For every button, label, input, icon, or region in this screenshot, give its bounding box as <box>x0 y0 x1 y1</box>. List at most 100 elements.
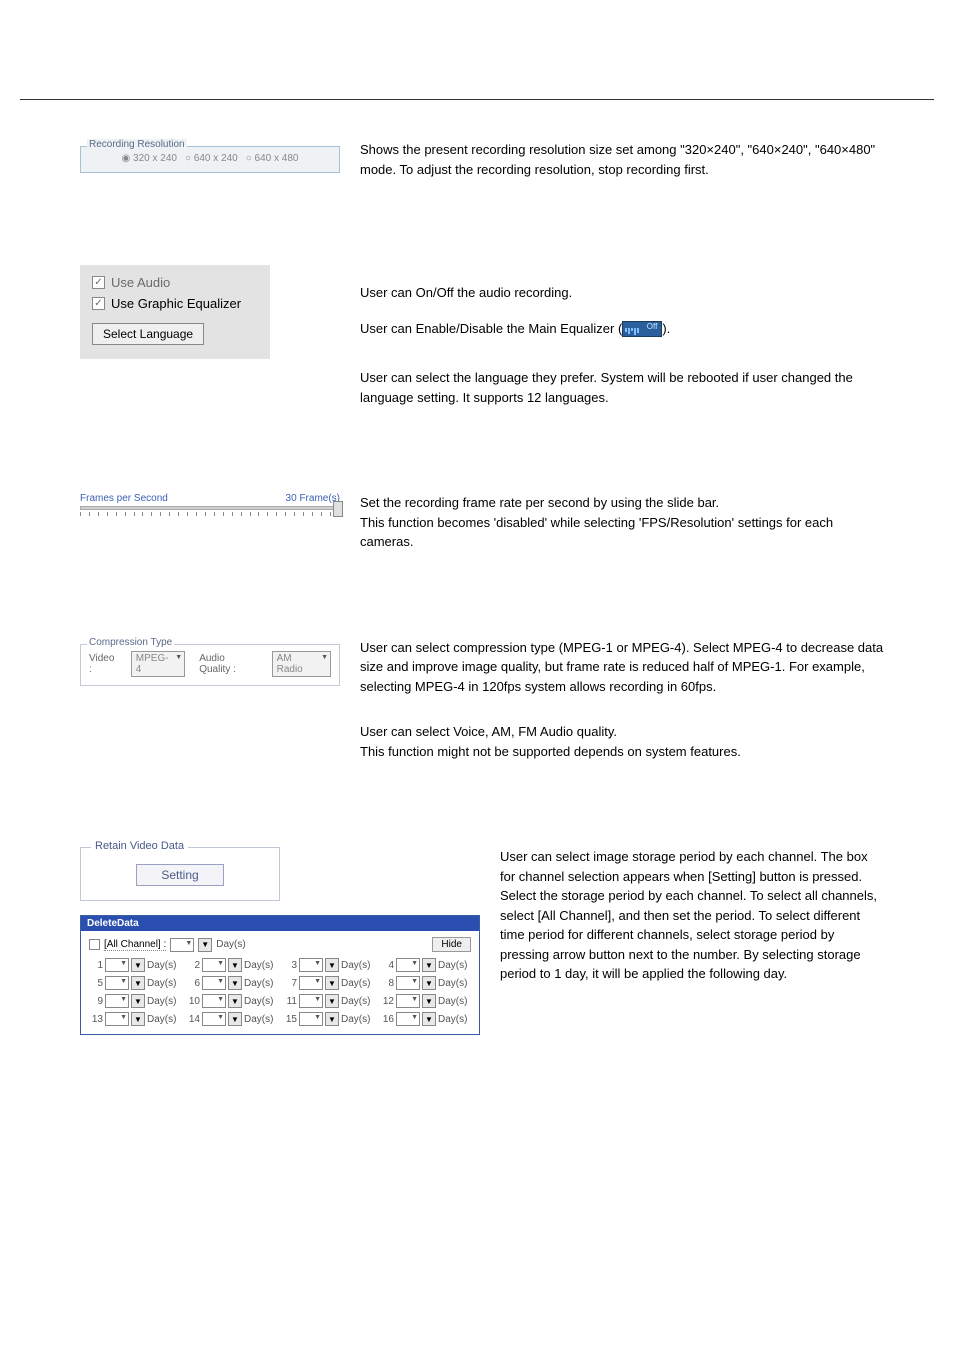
channel-day-select[interactable] <box>299 994 323 1008</box>
channel-days-label: Day(s) <box>341 996 370 1007</box>
channel-day-cell: 15▼Day(s) <box>283 1012 374 1026</box>
equalizer-desc: User can Enable/Disable the Main Equaliz… <box>360 319 884 339</box>
channel-day-select[interactable] <box>299 976 323 990</box>
all-channel-arrow[interactable]: ▼ <box>198 938 212 952</box>
channel-day-select[interactable] <box>396 1012 420 1026</box>
channel-number: 6 <box>186 978 200 989</box>
compression-video-label: Video : <box>89 653 117 675</box>
channel-day-arrow[interactable]: ▼ <box>325 958 339 972</box>
channel-day-arrow[interactable]: ▼ <box>131 958 145 972</box>
channel-day-arrow[interactable]: ▼ <box>228 976 242 990</box>
channel-day-arrow[interactable]: ▼ <box>228 994 242 1008</box>
channel-day-arrow[interactable]: ▼ <box>325 994 339 1008</box>
audio-checkbox-block: ✓ Use Audio ✓ Use Graphic Equalizer Sele… <box>80 265 270 359</box>
doc-header-rule <box>20 0 934 100</box>
channel-day-select[interactable] <box>105 958 129 972</box>
retain-desc: User can select image storage period by … <box>500 847 884 984</box>
fps-desc: Set the recording frame rate per second … <box>360 493 884 552</box>
channel-number: 13 <box>89 1014 103 1025</box>
channel-days-label: Day(s) <box>244 960 273 971</box>
retain-setting-button[interactable]: Setting <box>136 864 223 886</box>
channel-day-arrow[interactable]: ▼ <box>131 994 145 1008</box>
hide-button[interactable]: Hide <box>432 937 471 952</box>
channel-day-select[interactable] <box>202 1012 226 1026</box>
compression-video-select[interactable]: MPEG-4 <box>131 651 185 677</box>
channel-days-label: Day(s) <box>244 978 273 989</box>
channel-day-cell: 5▼Day(s) <box>89 976 180 990</box>
channel-day-select[interactable] <box>105 994 129 1008</box>
channel-days-label: Day(s) <box>438 978 467 989</box>
use-equalizer-label: Use Graphic Equalizer <box>111 296 241 311</box>
delete-data-title: DeleteData <box>81 916 479 931</box>
channel-day-select[interactable] <box>396 958 420 972</box>
channel-day-cell: 11▼Day(s) <box>283 994 374 1008</box>
channel-day-arrow[interactable]: ▼ <box>228 1012 242 1026</box>
channel-day-select[interactable] <box>396 994 420 1008</box>
channel-days-label: Day(s) <box>244 1014 273 1025</box>
use-audio-row[interactable]: ✓ Use Audio <box>92 275 258 290</box>
resolution-radio-320[interactable]: ◉ 320 x 240 <box>122 153 177 164</box>
channel-day-arrow[interactable]: ▼ <box>422 976 436 990</box>
channel-day-select[interactable] <box>105 976 129 990</box>
all-channel-days-label: Day(s) <box>216 939 245 950</box>
channel-day-arrow[interactable]: ▼ <box>422 958 436 972</box>
resolution-radio-640x240[interactable]: ○ 640 x 240 <box>185 153 238 164</box>
resolution-radio-640x480[interactable]: ○ 640 x 480 <box>246 153 299 164</box>
resolution-label-0: 320 x 240 <box>133 153 177 164</box>
channel-day-arrow[interactable]: ▼ <box>422 1012 436 1026</box>
all-channel-label: [All Channel] : <box>104 939 166 951</box>
channel-day-arrow[interactable]: ▼ <box>131 1012 145 1026</box>
channel-day-cell: 8▼Day(s) <box>380 976 471 990</box>
delete-data-body: [All Channel] : ▼ Day(s) Hide 1▼Day(s)2▼… <box>81 931 479 1034</box>
compression-row: Video : MPEG-4 Audio Quality : AM Radio <box>89 651 331 677</box>
channel-number: 9 <box>89 996 103 1007</box>
compression-audio-select[interactable]: AM Radio <box>272 651 331 677</box>
channel-day-arrow[interactable]: ▼ <box>422 994 436 1008</box>
channel-day-cell: 9▼Day(s) <box>89 994 180 1008</box>
channel-days-label: Day(s) <box>244 996 273 1007</box>
select-language-button[interactable]: Select Language <box>92 323 204 345</box>
channel-day-select[interactable] <box>202 958 226 972</box>
channel-number: 1 <box>89 960 103 971</box>
channel-day-select[interactable] <box>299 958 323 972</box>
all-channel-select[interactable] <box>170 938 194 952</box>
fps-slider[interactable] <box>80 506 340 510</box>
use-equalizer-checkbox[interactable]: ✓ <box>92 297 105 310</box>
channel-day-cell: 12▼Day(s) <box>380 994 471 1008</box>
use-equalizer-row[interactable]: ✓ Use Graphic Equalizer <box>92 296 258 311</box>
fps-slider-ticks <box>80 512 340 516</box>
channel-day-arrow[interactable]: ▼ <box>325 1012 339 1026</box>
channel-day-arrow[interactable]: ▼ <box>131 976 145 990</box>
channel-number: 10 <box>186 996 200 1007</box>
channel-days-label: Day(s) <box>341 960 370 971</box>
channel-day-cell: 6 ▼Day(s) <box>186 976 277 990</box>
channel-days-label: Day(s) <box>147 978 176 989</box>
compression-section: Compression Type Video : MPEG-4 Audio Qu… <box>80 638 884 778</box>
eq-desc-suffix: ). <box>662 321 670 336</box>
all-channel-checkbox[interactable] <box>89 939 100 950</box>
retain-video-group: Retain Video Data Setting <box>80 847 280 901</box>
channel-number: 7 <box>283 978 297 989</box>
content-area: Recording Resolution ◉ 320 x 240 ○ 640 x… <box>0 100 954 1115</box>
channel-number: 12 <box>380 996 394 1007</box>
channel-day-select[interactable] <box>202 994 226 1008</box>
recording-resolution-desc: Shows the present recording resolution s… <box>360 140 884 179</box>
channel-day-select[interactable] <box>202 976 226 990</box>
channel-days-label: Day(s) <box>147 1014 176 1025</box>
channel-day-select[interactable] <box>396 976 420 990</box>
channel-days-label: Day(s) <box>438 960 467 971</box>
channel-day-cell: 10 ▼Day(s) <box>186 994 277 1008</box>
channel-number: 4 <box>380 960 394 971</box>
use-audio-checkbox[interactable]: ✓ <box>92 276 105 289</box>
channel-day-select[interactable] <box>299 1012 323 1026</box>
channel-day-arrow[interactable]: ▼ <box>228 958 242 972</box>
recording-resolution-group: Recording Resolution ◉ 320 x 240 ○ 640 x… <box>80 146 340 173</box>
use-audio-label: Use Audio <box>111 275 170 290</box>
channel-day-arrow[interactable]: ▼ <box>325 976 339 990</box>
channel-number: 3 <box>283 960 297 971</box>
channel-day-select[interactable] <box>105 1012 129 1026</box>
compression-audio-desc: User can select Voice, AM, FM Audio qual… <box>360 722 884 761</box>
fps-slider-thumb[interactable] <box>333 501 343 517</box>
fps-section: Frames per Second 30 Frame(s) Set the re… <box>80 493 884 568</box>
audio-section: ✓ Use Audio ✓ Use Graphic Equalizer Sele… <box>80 265 884 423</box>
